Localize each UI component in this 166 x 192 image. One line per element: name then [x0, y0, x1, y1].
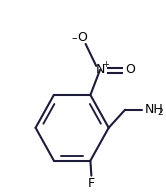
- Text: N: N: [95, 63, 105, 76]
- Text: +: +: [102, 60, 109, 69]
- Text: O: O: [125, 63, 135, 76]
- Text: O: O: [77, 31, 87, 44]
- Text: F: F: [88, 177, 95, 190]
- Text: NH: NH: [144, 103, 163, 116]
- Text: 2: 2: [158, 108, 163, 117]
- Text: –: –: [71, 33, 77, 43]
